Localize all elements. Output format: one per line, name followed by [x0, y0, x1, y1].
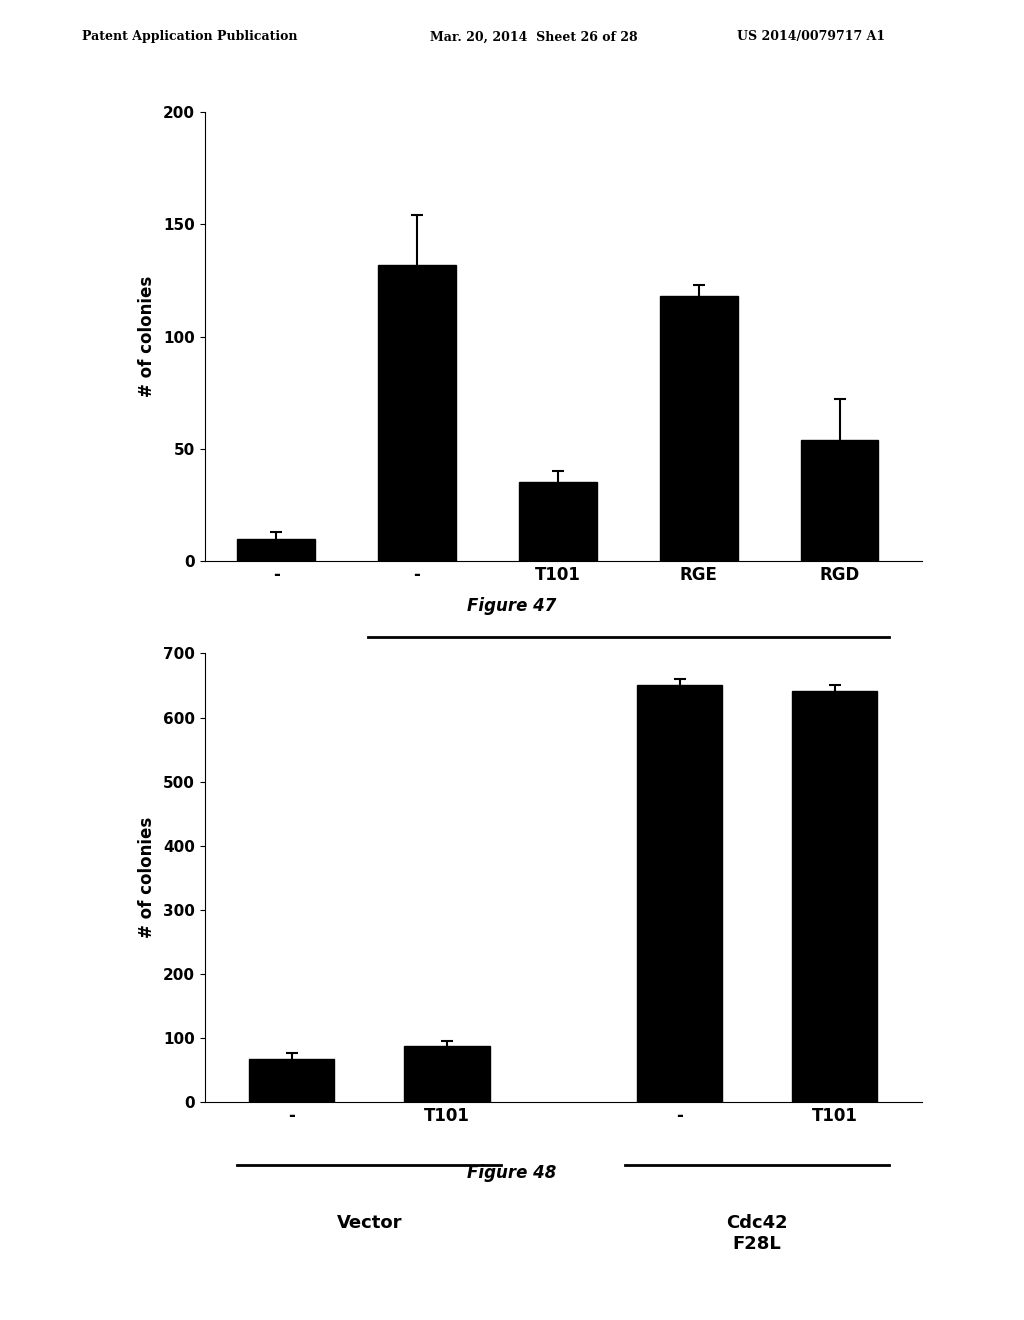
Y-axis label: # of colonies: # of colonies: [138, 276, 156, 397]
Text: Mar. 20, 2014  Sheet 26 of 28: Mar. 20, 2014 Sheet 26 of 28: [430, 30, 638, 44]
Text: Figure 48: Figure 48: [467, 1164, 557, 1183]
Bar: [637, 685, 722, 1102]
Bar: [519, 483, 597, 561]
Bar: [801, 440, 879, 561]
Text: US 2014/0079717 A1: US 2014/0079717 A1: [737, 30, 886, 44]
Text: Patent Application Publication: Patent Application Publication: [82, 30, 297, 44]
Text: Vector: Vector: [337, 1214, 402, 1233]
Text: U87 MVs: U87 MVs: [585, 686, 673, 705]
Bar: [238, 539, 314, 561]
Y-axis label: # of colonies: # of colonies: [138, 817, 156, 939]
Bar: [792, 690, 878, 1102]
Bar: [378, 265, 456, 561]
Text: Figure 47: Figure 47: [467, 597, 557, 615]
Text: Cdc42
F28L: Cdc42 F28L: [726, 1214, 787, 1253]
Bar: [404, 1045, 489, 1102]
Bar: [660, 296, 737, 561]
Bar: [249, 1059, 335, 1102]
